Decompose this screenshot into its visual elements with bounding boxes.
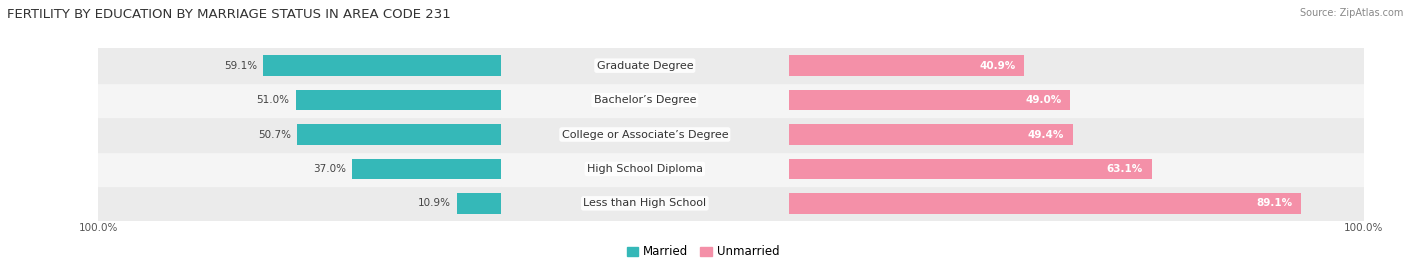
Text: Source: ZipAtlas.com: Source: ZipAtlas.com [1299,8,1403,18]
Text: 63.1%: 63.1% [1107,164,1143,174]
Bar [789,186,1364,221]
Bar [789,159,1152,179]
Text: 89.1%: 89.1% [1257,198,1292,208]
Bar [263,55,501,76]
Text: 51.0%: 51.0% [257,95,290,105]
Text: 49.0%: 49.0% [1025,95,1062,105]
Bar [98,186,501,221]
Text: 50.7%: 50.7% [257,129,291,140]
Text: 59.1%: 59.1% [224,61,257,71]
Bar [789,152,1364,186]
Bar [98,48,501,83]
Bar [789,55,1024,76]
Text: College or Associate’s Degree: College or Associate’s Degree [561,129,728,140]
Text: Bachelor’s Degree: Bachelor’s Degree [593,95,696,105]
Bar [789,124,1073,145]
Text: FERTILITY BY EDUCATION BY MARRIAGE STATUS IN AREA CODE 231: FERTILITY BY EDUCATION BY MARRIAGE STATU… [7,8,451,21]
Bar [789,90,1070,110]
Bar [501,152,789,186]
Bar [98,152,501,186]
Bar [297,124,501,145]
Text: 37.0%: 37.0% [314,164,346,174]
Bar [352,159,501,179]
Text: 10.9%: 10.9% [418,198,451,208]
Bar [501,186,789,221]
Legend: Married, Unmarried: Married, Unmarried [621,241,785,263]
Bar [789,193,1301,214]
Bar [98,117,501,152]
Bar [98,83,501,117]
Bar [501,48,789,83]
Bar [295,90,501,110]
Text: High School Diploma: High School Diploma [586,164,703,174]
Bar [789,48,1364,83]
Bar [501,83,789,117]
Bar [789,117,1364,152]
Bar [457,193,501,214]
Text: Less than High School: Less than High School [583,198,706,208]
Text: 40.9%: 40.9% [979,61,1015,71]
Text: 49.4%: 49.4% [1028,129,1064,140]
Text: Graduate Degree: Graduate Degree [596,61,693,71]
Bar [501,117,789,152]
Bar [789,83,1364,117]
